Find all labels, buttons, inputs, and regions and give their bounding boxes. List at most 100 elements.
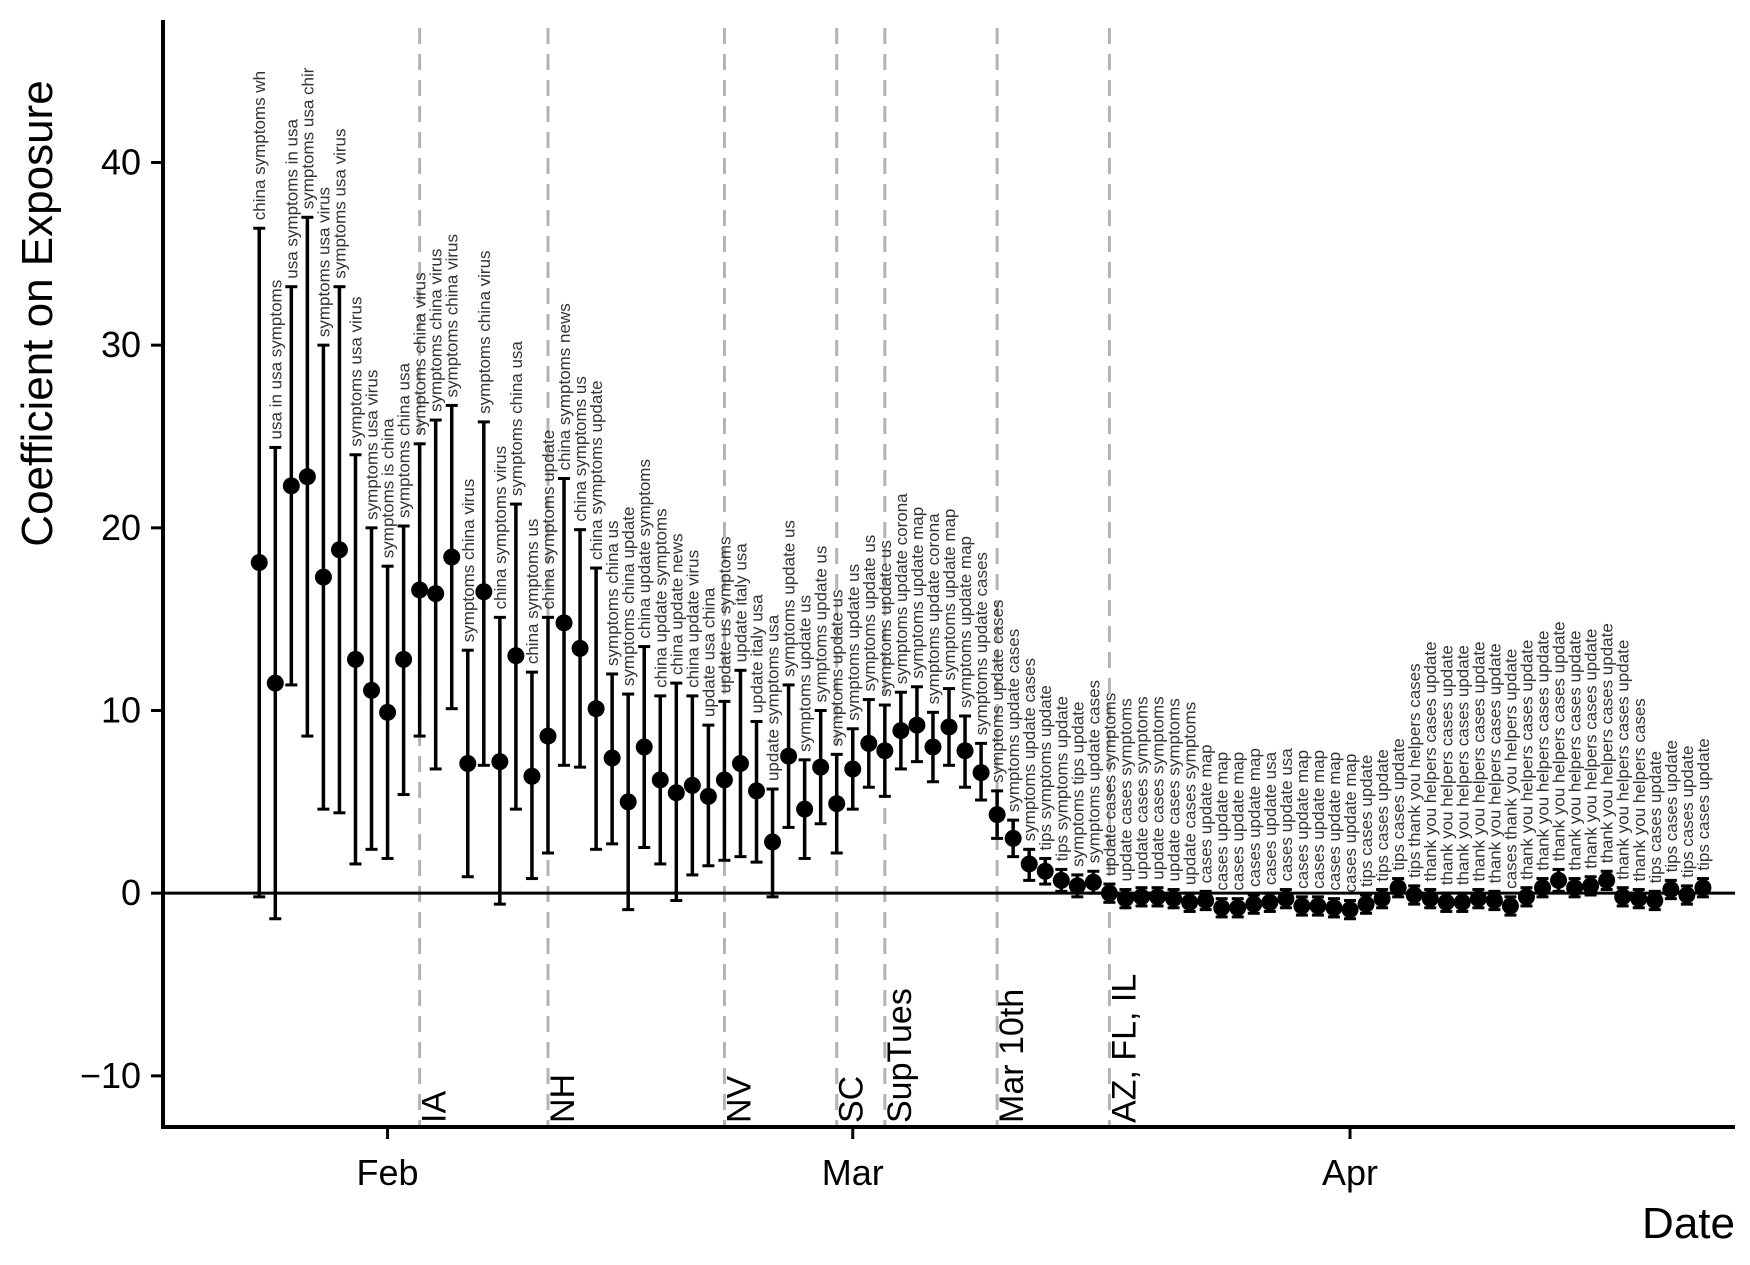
y-tick-label: 40 bbox=[101, 141, 141, 182]
point-marker bbox=[491, 753, 509, 771]
data-point bbox=[876, 703, 894, 798]
data-point bbox=[988, 789, 1006, 840]
point-marker bbox=[635, 738, 653, 756]
data-point bbox=[1325, 897, 1343, 919]
point-marker bbox=[828, 795, 846, 813]
term-label: update usa china bbox=[699, 587, 718, 717]
point-marker bbox=[1068, 877, 1086, 895]
event-label: NV bbox=[720, 1075, 758, 1123]
point-marker bbox=[555, 614, 573, 632]
data-point bbox=[1132, 886, 1150, 908]
point-marker bbox=[667, 784, 685, 802]
data-point bbox=[1485, 889, 1503, 912]
term-label: symptoms china update bbox=[619, 507, 638, 687]
point-marker bbox=[683, 776, 701, 794]
axes bbox=[161, 20, 1735, 1129]
term-label: china update virus bbox=[683, 550, 702, 688]
term-label: thank you helpers cases update bbox=[1437, 645, 1456, 885]
point-marker bbox=[282, 477, 300, 495]
data-point bbox=[346, 453, 364, 866]
point-marker bbox=[603, 749, 621, 767]
data-point bbox=[764, 787, 782, 899]
y-tick-label: 0 bbox=[121, 872, 141, 913]
term-label: cases update map bbox=[1309, 750, 1328, 889]
point-marker bbox=[780, 747, 798, 765]
term-label: china symptoms us bbox=[571, 376, 590, 522]
point-marker bbox=[507, 647, 525, 665]
point-marker bbox=[1550, 871, 1568, 889]
term-label: symptoms update map bbox=[908, 507, 927, 679]
data-point bbox=[491, 615, 509, 906]
term-label: symptoms update corona bbox=[892, 493, 911, 684]
point-marker bbox=[908, 716, 926, 734]
term-label: symptoms usa virus bbox=[330, 128, 349, 278]
point-marker bbox=[1004, 829, 1022, 847]
data-point bbox=[523, 670, 541, 881]
term-label: cases update map bbox=[1293, 750, 1312, 889]
point-marker bbox=[796, 800, 814, 818]
data-point bbox=[1213, 897, 1231, 919]
term-label: update symptoms usa bbox=[764, 614, 783, 781]
term-label: tips cases update bbox=[1678, 746, 1697, 878]
term-label: symptoms usa chir bbox=[298, 67, 317, 209]
data-point bbox=[1181, 891, 1199, 913]
term-label: tips cases update bbox=[1357, 755, 1376, 887]
y-axis-title: Coefficient on Exposure bbox=[13, 80, 62, 546]
term-label: symptoms update us bbox=[844, 564, 863, 721]
x-tick-label: Feb bbox=[357, 1152, 419, 1193]
point-marker bbox=[1421, 890, 1439, 908]
term-label: tips cases update bbox=[1662, 740, 1681, 872]
point-marker bbox=[330, 541, 348, 559]
data-point bbox=[314, 343, 332, 811]
y-tick-label: 30 bbox=[101, 324, 141, 365]
point-marker bbox=[860, 734, 878, 752]
data-point bbox=[539, 615, 557, 855]
data-point bbox=[1389, 877, 1407, 899]
term-label: tips cases update bbox=[1646, 751, 1665, 883]
search-term-labels: china symptoms wh usa in usa symptoms usa … bbox=[250, 67, 1713, 892]
term-label: update cases symptoms bbox=[1132, 696, 1151, 879]
data-point bbox=[1309, 895, 1327, 917]
point-marker bbox=[956, 742, 974, 760]
term-label: symptoms update cases bbox=[1020, 658, 1039, 841]
term-label: thank you helpers cases bbox=[1630, 698, 1649, 881]
term-label: symptoms update map bbox=[956, 536, 975, 708]
event-label: SupTues bbox=[881, 988, 919, 1123]
data-point bbox=[1646, 889, 1664, 912]
point-marker bbox=[1084, 873, 1102, 891]
data-point bbox=[1373, 888, 1391, 910]
point-marker bbox=[1325, 899, 1343, 917]
term-label: symptoms update corona bbox=[924, 513, 943, 704]
data-point bbox=[1229, 897, 1247, 919]
point-marker bbox=[1116, 890, 1134, 908]
term-label: cases update usa bbox=[1277, 748, 1296, 882]
point-marker bbox=[1277, 890, 1295, 908]
data-point bbox=[940, 687, 958, 767]
data-point bbox=[395, 524, 413, 797]
term-label: tips cases update bbox=[1373, 749, 1392, 881]
data-point bbox=[1245, 893, 1263, 915]
data-point bbox=[1469, 888, 1487, 910]
point-marker bbox=[1485, 891, 1503, 909]
term-label: thank you helpers cases update bbox=[1485, 643, 1504, 883]
point-marker bbox=[940, 718, 958, 736]
point-marker bbox=[1309, 897, 1327, 915]
point-marker bbox=[379, 703, 397, 721]
x-axis-title: Date bbox=[1642, 1199, 1735, 1248]
point-marker bbox=[1501, 897, 1519, 915]
term-label: symptoms china virus bbox=[475, 250, 494, 413]
data-point bbox=[796, 758, 814, 860]
data-point bbox=[1100, 882, 1118, 904]
data-point bbox=[1566, 877, 1584, 899]
term-label: china symptoms virus bbox=[491, 446, 510, 609]
term-label: update us symptoms bbox=[715, 537, 734, 694]
point-marker bbox=[1261, 893, 1279, 911]
term-label: china update symptoms bbox=[635, 459, 654, 639]
data-point bbox=[1277, 888, 1295, 910]
term-label: china symptoms update bbox=[539, 430, 558, 610]
point-marker bbox=[731, 754, 749, 772]
term-label: update cases symptoms bbox=[1165, 698, 1184, 881]
term-label: update italy usa bbox=[731, 543, 750, 663]
data-point bbox=[748, 719, 766, 864]
term-label: symptoms china virus bbox=[443, 234, 462, 397]
